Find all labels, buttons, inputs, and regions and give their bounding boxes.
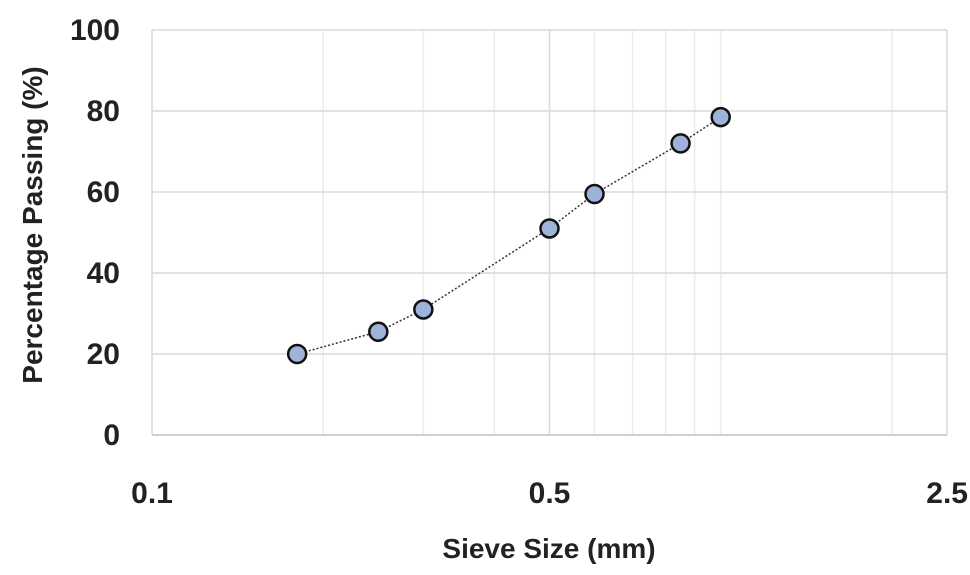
x-axis-title: Sieve Size (mm) xyxy=(442,533,655,564)
data-point xyxy=(286,343,308,365)
y-tick-labels: 0 20 40 60 80 100 xyxy=(70,14,120,452)
data-point xyxy=(413,299,434,320)
data-point xyxy=(368,321,389,342)
x-tick-label: 2.5 xyxy=(926,477,968,510)
data-point xyxy=(670,133,691,154)
y-axis-title: Percentage Passing (%) xyxy=(17,66,48,383)
data-point xyxy=(539,218,560,239)
data-points xyxy=(286,106,731,365)
y-tick-label: 60 xyxy=(87,176,120,209)
data-point xyxy=(710,106,731,128)
series-line xyxy=(297,116,722,355)
x-tick-labels: 0.1 0.5 2.5 xyxy=(131,477,968,510)
y-tick-label: 20 xyxy=(87,338,120,371)
data-point xyxy=(584,183,605,205)
y-tick-label: 40 xyxy=(87,257,120,290)
y-tick-label: 80 xyxy=(87,95,120,128)
y-tick-label: 100 xyxy=(70,14,120,47)
y-tick-label: 0 xyxy=(103,419,120,452)
x-tick-label: 0.1 xyxy=(131,477,173,510)
x-tick-label: 0.5 xyxy=(529,477,571,510)
